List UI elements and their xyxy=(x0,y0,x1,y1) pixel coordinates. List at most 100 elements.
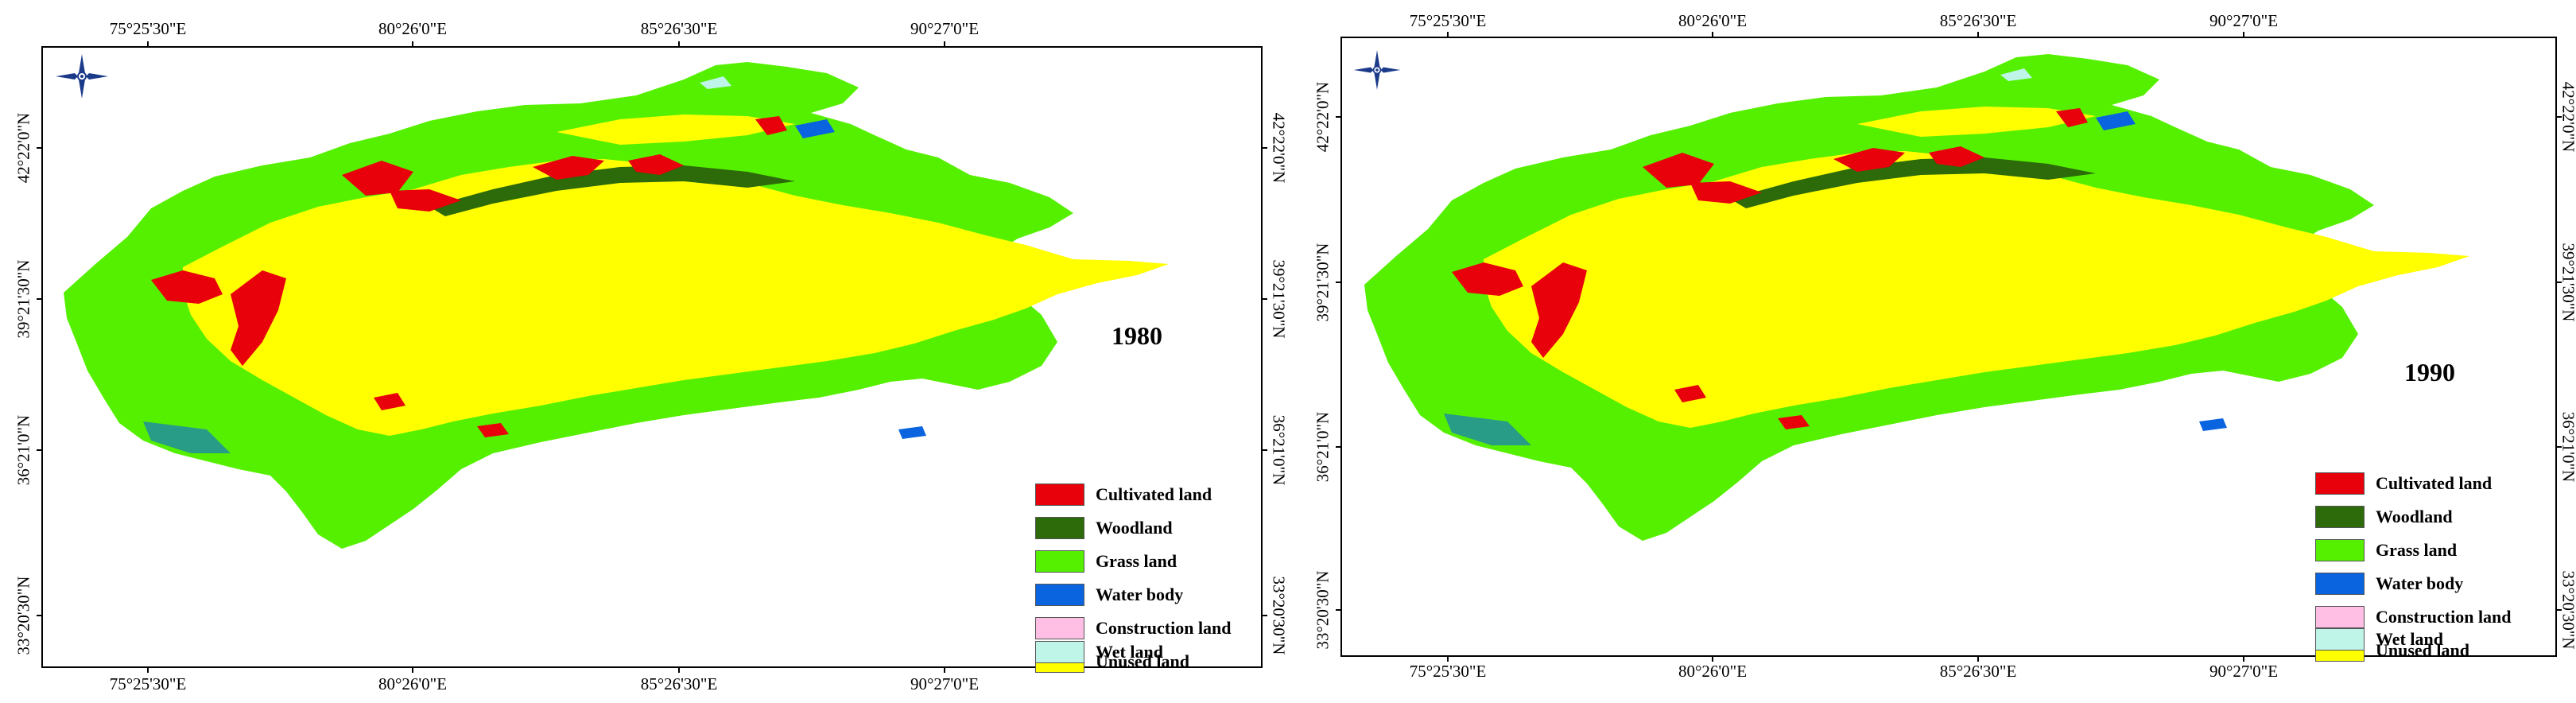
legend-item-grass: Grass land xyxy=(2315,538,2457,563)
cultivated-patch xyxy=(1531,262,1587,358)
latitude-label-left: 33°20'30"N xyxy=(1313,570,1333,650)
tick xyxy=(1261,298,1267,300)
cultivated-patch xyxy=(1778,415,1810,429)
tick xyxy=(37,298,43,300)
year-label: 1980 xyxy=(1111,321,1162,350)
tick xyxy=(37,449,43,451)
latitude-label-right: 39°21'30"N xyxy=(1269,259,1289,339)
latitude-label-right: 42°22'0"N xyxy=(1269,112,1289,184)
legend-swatch xyxy=(2315,573,2365,595)
cultivated-patch xyxy=(231,270,286,366)
legend-label: Woodland xyxy=(1096,518,1173,538)
tick xyxy=(1977,655,1979,662)
legend-label: Grass land xyxy=(2376,540,2458,560)
legend-item-grass: Grass land xyxy=(1035,549,1177,574)
legend-item-construction: Construction land xyxy=(1035,616,1232,641)
tick xyxy=(1336,446,1342,448)
water-body xyxy=(1444,414,1531,445)
longitude-label-bottom: 80°26'0"E xyxy=(378,674,448,693)
cultivated-patch xyxy=(2056,108,2088,127)
latitude-label-left: 42°22'0"N xyxy=(14,112,33,184)
wetland xyxy=(2000,68,2032,81)
legend-item-water: Water body xyxy=(2315,571,2463,596)
tick xyxy=(1336,282,1342,283)
longitude-label-top: 90°27'0"E xyxy=(910,19,980,38)
tick xyxy=(2555,116,2562,118)
longitude-label-top: 85°26'30"E xyxy=(1939,11,2017,30)
longitude-label-bottom: 90°27'0"E xyxy=(2209,662,2279,681)
year-label: 1990 xyxy=(2404,358,2455,386)
tick xyxy=(944,666,945,673)
cultivated-patch xyxy=(374,393,405,410)
longitude-label-bottom: 85°26'30"E xyxy=(640,674,718,693)
legend-swatch xyxy=(1035,617,1084,639)
longitude-label-bottom: 90°27'0"E xyxy=(910,674,980,693)
tick xyxy=(2555,282,2562,283)
longitude-label-bottom: 75°25'30"E xyxy=(1409,662,1487,681)
woodland-strip xyxy=(429,165,795,216)
cultivated-patch xyxy=(628,154,684,175)
legend-item-construction: Construction land xyxy=(2315,604,2512,630)
longitude-label-top: 85°26'30"E xyxy=(640,19,718,38)
legend-item-cultivated: Cultivated land xyxy=(1035,482,1212,507)
legend-item-woodland: Woodland xyxy=(1035,515,1173,541)
legend-swatch xyxy=(2315,539,2365,561)
wetland xyxy=(700,76,731,89)
latitude-label-left: 42°22'0"N xyxy=(1313,81,1333,153)
north-arrow-icon xyxy=(1353,50,1401,90)
cultivated-patch xyxy=(1452,262,1523,296)
legend-label: Construction land xyxy=(1096,618,1232,638)
land-use-map xyxy=(1364,54,2469,541)
tick xyxy=(37,615,43,616)
legend-label: Cultivated land xyxy=(1096,484,1212,504)
latitude-label-right: 36°21'0"N xyxy=(2559,411,2576,483)
tick xyxy=(1261,615,1267,616)
woodland-strip xyxy=(1730,157,2096,208)
cultivated-patch xyxy=(390,189,461,212)
longitude-label-bottom: 80°26'0"E xyxy=(1678,662,1748,681)
legend-swatch xyxy=(1035,584,1084,606)
legend-label: Construction land xyxy=(2376,607,2512,627)
tick xyxy=(147,666,149,673)
north-arrow-icon xyxy=(56,54,108,99)
latitude-label-left: 36°21'0"N xyxy=(14,414,33,486)
water-body xyxy=(2199,418,2227,431)
legend: Cultivated land Woodland Grass land Wate… xyxy=(2315,471,2554,662)
cultivated-patch xyxy=(1833,148,1905,172)
longitude-label-top: 80°26'0"E xyxy=(1678,11,1748,30)
longitude-label-top: 80°26'0"E xyxy=(378,19,448,38)
latitude-label-right: 39°21'30"N xyxy=(2559,243,2576,322)
tick xyxy=(412,666,413,673)
legend-item-wetland: Wet land xyxy=(1035,639,1163,665)
unused-land-region xyxy=(1484,151,2469,428)
latitude-label-right: 42°22'0"N xyxy=(2559,81,2576,153)
cultivated-patch xyxy=(755,116,787,135)
legend-label: Unused land xyxy=(1096,651,1190,671)
legend-item-wetland: Wet land xyxy=(2315,627,2443,652)
unused-land-region xyxy=(183,159,1169,436)
water-body xyxy=(898,426,926,439)
tick xyxy=(1336,609,1342,611)
longitude-label-top: 75°25'30"E xyxy=(1409,11,1487,30)
water-body xyxy=(143,421,231,453)
longitude-label-bottom: 75°25'30"E xyxy=(109,674,187,693)
tick xyxy=(412,41,413,48)
tick xyxy=(1261,147,1267,149)
cultivated-patch xyxy=(1674,385,1706,402)
tick xyxy=(37,147,43,149)
tick xyxy=(1261,449,1267,451)
legend-label: Cultivated land xyxy=(2376,473,2493,493)
legend-swatch xyxy=(1035,641,1084,663)
longitude-label-top: 75°25'30"E xyxy=(109,19,187,38)
legend-swatch xyxy=(1035,484,1084,506)
legend-label: Water body xyxy=(2376,573,2464,593)
legend-item-water: Water body xyxy=(1035,582,1183,608)
unused-land-north xyxy=(1857,107,2096,137)
legend-swatch xyxy=(1035,550,1084,573)
legend-swatch xyxy=(2315,628,2365,651)
tick xyxy=(2243,655,2244,662)
unused-land-north xyxy=(557,115,795,145)
tick xyxy=(2555,609,2562,611)
legend-label: Water body xyxy=(1096,585,1184,604)
latitude-label-left: 39°21'30"N xyxy=(1313,243,1333,322)
